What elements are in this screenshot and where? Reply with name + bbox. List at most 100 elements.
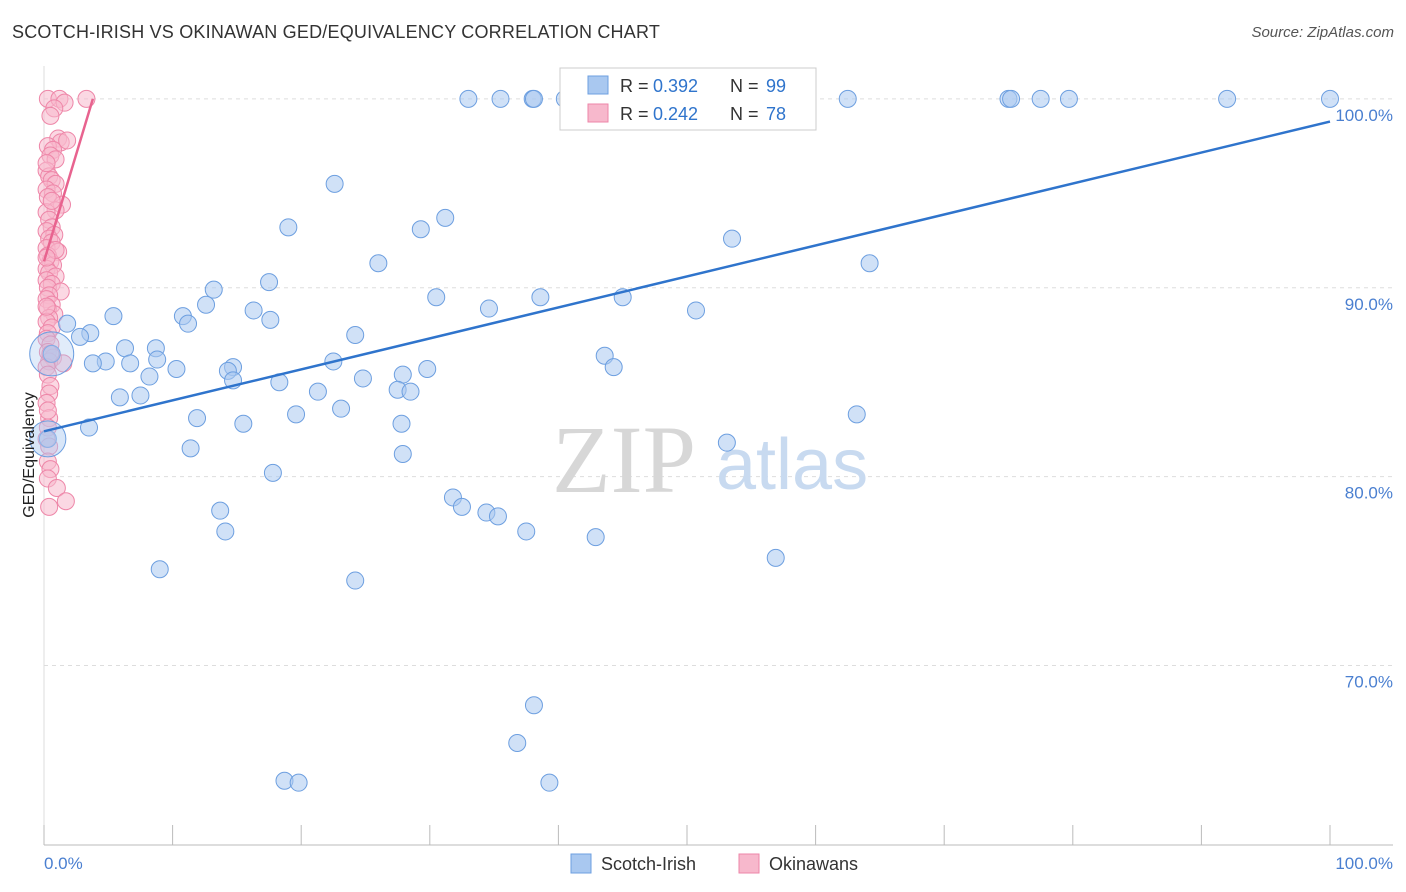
scotch-irish-point-49 (148, 350, 167, 369)
scotch-irish-point-85 (524, 696, 543, 715)
legend-n-value-1: 99 (766, 76, 786, 96)
scotch-irish-point-26 (204, 280, 223, 299)
scotch-irish-point-3 (524, 89, 543, 108)
okinawans-point-5 (41, 106, 60, 125)
y-tick-label-2: 90.0% (1345, 295, 1393, 314)
scotch-irish-point-24 (860, 254, 879, 273)
bottom-legend-label-okinawans: Okinawans (769, 854, 858, 874)
scotch-irish-point-88 (289, 773, 308, 792)
scotch-irish-point-23 (369, 254, 388, 273)
legend-box: R = 0.392 N = 99 R = 0.242 N = 78 (559, 67, 817, 131)
okinawans-point-74 (38, 401, 57, 420)
scotch-irish-point-75 (211, 501, 230, 520)
scotch-irish-point-73 (263, 463, 282, 482)
scotch-irish-point-82 (150, 560, 169, 579)
scotch-irish-point-27 (427, 288, 446, 307)
scotch-irish-point-25 (260, 273, 279, 292)
scotch-irish-point-37 (179, 314, 198, 333)
scotch-irish-point-50 (121, 354, 140, 373)
scotch-irish-point-1 (491, 89, 510, 108)
scotch-irish-point-52 (167, 360, 186, 378)
bottom-legend-swatch-scotch-irish (570, 853, 592, 874)
okinawans-point-67 (47, 479, 66, 497)
source-credit: Source: ZipAtlas.com (1251, 24, 1394, 41)
legend-r-value-2: 0.242 (653, 104, 698, 124)
bottom-legend: Scotch-Irish Okinawans (570, 853, 858, 874)
trend-lines (42, 98, 1331, 433)
scotch-irish-point-54 (418, 360, 437, 378)
scotch-irish-point-65 (332, 399, 351, 418)
legend-swatch-okinawans (587, 103, 609, 123)
scotch-irish-point-13 (1002, 89, 1021, 108)
okinawans-point-69 (40, 497, 59, 516)
scotch-irish-point-36 (261, 310, 280, 329)
bottom-legend-swatch-okinawans (738, 853, 760, 874)
scotch-irish-point-83 (766, 548, 785, 567)
scotch-irish-point-72 (393, 445, 412, 463)
scotch-irish-point-67 (188, 409, 207, 428)
y-axis-label: GED/Equivalency (21, 392, 38, 517)
legend-n-label-2: N = (730, 104, 759, 124)
scotch-irish-point-30 (197, 295, 216, 314)
scotch-irish-point-0 (459, 89, 478, 108)
scotch-irish-point-22 (723, 229, 742, 248)
scotch-irish-point-56 (393, 365, 412, 384)
scotch-irish-point-32 (244, 301, 263, 320)
y-tick-label-1: 80.0% (1345, 484, 1393, 503)
scotch-irish-point-84 (346, 571, 365, 590)
okinawans-points (37, 89, 96, 516)
scotch-irish-point-91 (287, 405, 306, 424)
scotch-irish-point-70 (181, 439, 200, 458)
scotch-irish-point-34 (104, 307, 123, 326)
chart-title: SCOTCH-IRISH VS OKINAWAN GED/EQUIVALENCY… (12, 22, 661, 42)
scotch-irish-point-57 (140, 367, 159, 386)
scotch-irish-point-41 (346, 326, 365, 344)
scotch-irish-point-33 (687, 301, 706, 320)
scotch-irish-point-80 (517, 522, 536, 541)
scotch-irish-point-64 (401, 382, 420, 401)
scotch-irish-point-68 (234, 414, 253, 433)
y-tick-label-0: 70.0% (1345, 673, 1393, 692)
watermark-zip: ZIP (552, 406, 696, 513)
scotch-irish-point-19 (436, 208, 455, 227)
scotch-irish-point-63 (131, 386, 150, 405)
scotch-irish-point-66 (847, 405, 866, 424)
scotch-irish-point-11 (838, 89, 857, 108)
scotch-irish-point-17 (1321, 89, 1339, 108)
scotch-irish-point-28 (531, 288, 550, 307)
scotch-irish-point-90 (392, 414, 411, 433)
legend-r-label-2: R = (620, 104, 649, 124)
scotch-irish-point-18 (325, 174, 344, 193)
y-tick-labels: 70.0% 80.0% 90.0% 100.0% (1335, 106, 1393, 692)
scotch-irish-point-62 (308, 382, 327, 401)
okinawans-point-70 (37, 154, 56, 173)
scotch-irish-point-81 (586, 528, 605, 547)
okinawans-point-76 (42, 191, 61, 210)
scotch-irish-point-21 (411, 220, 430, 239)
scotch-irish-point-79 (216, 522, 235, 541)
okinawans-point-75 (58, 131, 77, 150)
legend-swatch-scotch-irish (587, 75, 609, 95)
scotch-irish-point-55 (604, 358, 623, 377)
scotch-irish-point-78 (488, 507, 507, 526)
scotch-irish-point-93 (110, 388, 129, 407)
x-tick-label-min: 0.0% (44, 854, 83, 873)
legend-r-value-1: 0.392 (653, 76, 698, 96)
scotch-irish-point-15 (1059, 89, 1078, 108)
okinawans-point-72 (37, 297, 56, 316)
scotch-irish-point-47 (83, 354, 102, 373)
axes (43, 66, 1393, 846)
scotch-irish-point-40 (71, 327, 90, 346)
bottom-legend-label-scotch-irish: Scotch-Irish (601, 854, 696, 874)
scotch-irish-point-92 (80, 418, 99, 437)
scotch-irish-point-58 (353, 369, 372, 388)
scotch-irish-point-42 (116, 339, 135, 358)
scotch-irish-point-89 (540, 773, 559, 792)
scotch-irish-point-38 (58, 314, 77, 333)
scotch-irish-trend-line (43, 120, 1331, 433)
scotch-irish-cluster-low (29, 420, 67, 458)
scotch-irish-point-20 (279, 218, 298, 237)
scotch-irish-point-31 (479, 299, 498, 318)
scotch-irish-point-86 (508, 734, 527, 752)
scotch-irish-cluster-mid (29, 331, 75, 377)
